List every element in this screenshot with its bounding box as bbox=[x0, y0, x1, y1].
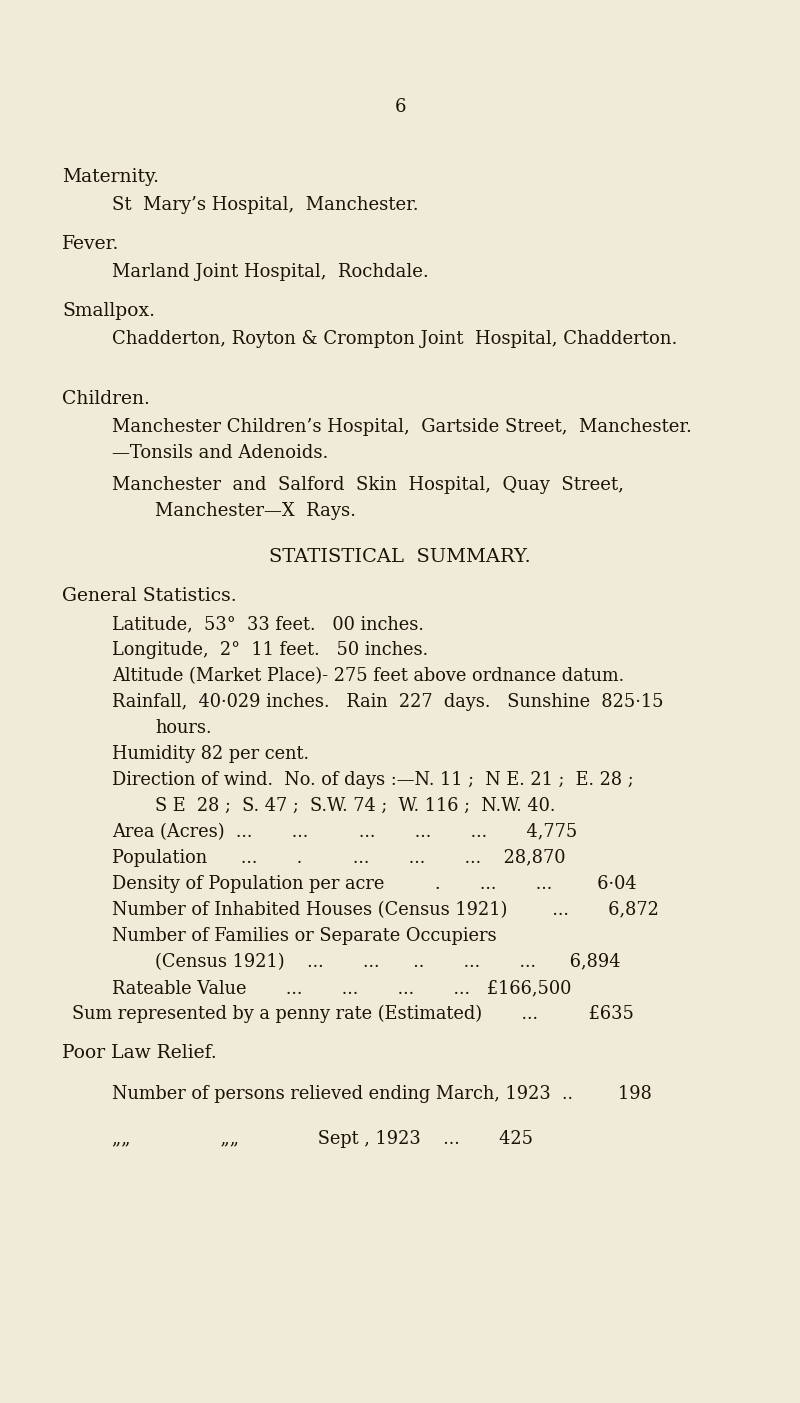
Text: Longitude,  2°  11 feet.   50 inches.: Longitude, 2° 11 feet. 50 inches. bbox=[112, 641, 428, 659]
Text: Manchester—X  Rays.: Manchester—X Rays. bbox=[155, 502, 356, 521]
Text: Rateable Value       ...       ...       ...       ...   £166,500: Rateable Value ... ... ... ... £166,500 bbox=[112, 979, 571, 998]
Text: General Statistics.: General Statistics. bbox=[62, 586, 237, 605]
Text: Altitude (Market Place)- 275 feet above ordnance datum.: Altitude (Market Place)- 275 feet above … bbox=[112, 666, 624, 685]
Text: Direction of wind.  No. of days :—N. 11 ;  N E. 21 ;  E. 28 ;: Direction of wind. No. of days :—N. 11 ;… bbox=[112, 772, 634, 788]
Text: Number of Families or Separate Occupiers: Number of Families or Separate Occupiers bbox=[112, 927, 497, 946]
Text: Poor Law Relief.: Poor Law Relief. bbox=[62, 1044, 217, 1062]
Text: hours.: hours. bbox=[155, 718, 211, 737]
Text: Manchester Children’s Hospital,  Gartside Street,  Manchester.: Manchester Children’s Hospital, Gartside… bbox=[112, 418, 692, 436]
Text: Marland Joint Hospital,  Rochdale.: Marland Joint Hospital, Rochdale. bbox=[112, 262, 429, 281]
Text: Number of persons relieved ending March, 1923  ..        198: Number of persons relieved ending March,… bbox=[112, 1085, 652, 1103]
Text: STATISTICAL  SUMMARY.: STATISTICAL SUMMARY. bbox=[269, 549, 531, 565]
Text: 6: 6 bbox=[394, 98, 406, 116]
Text: Fever.: Fever. bbox=[62, 234, 119, 253]
Text: S E  28 ;  S. 47 ;  S.W. 74 ;  W. 116 ;  N.W. 40.: S E 28 ; S. 47 ; S.W. 74 ; W. 116 ; N.W.… bbox=[155, 797, 555, 815]
Text: Maternity.: Maternity. bbox=[62, 168, 159, 187]
Text: Manchester  and  Salford  Skin  Hospital,  Quay  Street,: Manchester and Salford Skin Hospital, Qu… bbox=[112, 476, 624, 494]
Text: Area (Acres)  ...       ...         ...       ...       ...       4,775: Area (Acres) ... ... ... ... ... 4,775 bbox=[112, 824, 578, 840]
Text: Children.: Children. bbox=[62, 390, 150, 408]
Text: Number of Inhabited Houses (Census 1921)        ...       6,872: Number of Inhabited Houses (Census 1921)… bbox=[112, 901, 659, 919]
Text: „„                „„              Sept , 1923    ...       425: „„ „„ Sept , 1923 ... 425 bbox=[112, 1129, 533, 1148]
Text: —Tonsils and Adenoids.: —Tonsils and Adenoids. bbox=[112, 443, 328, 462]
Text: Rainfall,  40·029 inches.   Rain  227  days.   Sunshine  825·15: Rainfall, 40·029 inches. Rain 227 days. … bbox=[112, 693, 663, 711]
Text: Chadderton, Royton & Crompton Joint  Hospital, Chadderton.: Chadderton, Royton & Crompton Joint Hosp… bbox=[112, 330, 678, 348]
Text: Smallpox.: Smallpox. bbox=[62, 302, 155, 320]
Text: Humidity 82 per cent.: Humidity 82 per cent. bbox=[112, 745, 309, 763]
Text: Sum represented by a penny rate (Estimated)       ...         £635: Sum represented by a penny rate (Estimat… bbox=[72, 1005, 634, 1023]
Text: Population      ...       .         ...       ...       ...    28,870: Population ... . ... ... ... 28,870 bbox=[112, 849, 566, 867]
Text: Latitude,  53°  33 feet.   00 inches.: Latitude, 53° 33 feet. 00 inches. bbox=[112, 615, 424, 633]
Text: (Census 1921)    ...       ...      ..       ...       ...      6,894: (Census 1921) ... ... .. ... ... 6,894 bbox=[155, 953, 621, 971]
Text: Density of Population per acre         .       ...       ...        6·04: Density of Population per acre . ... ...… bbox=[112, 875, 637, 892]
Text: St  Mary’s Hospital,  Manchester.: St Mary’s Hospital, Manchester. bbox=[112, 196, 418, 215]
